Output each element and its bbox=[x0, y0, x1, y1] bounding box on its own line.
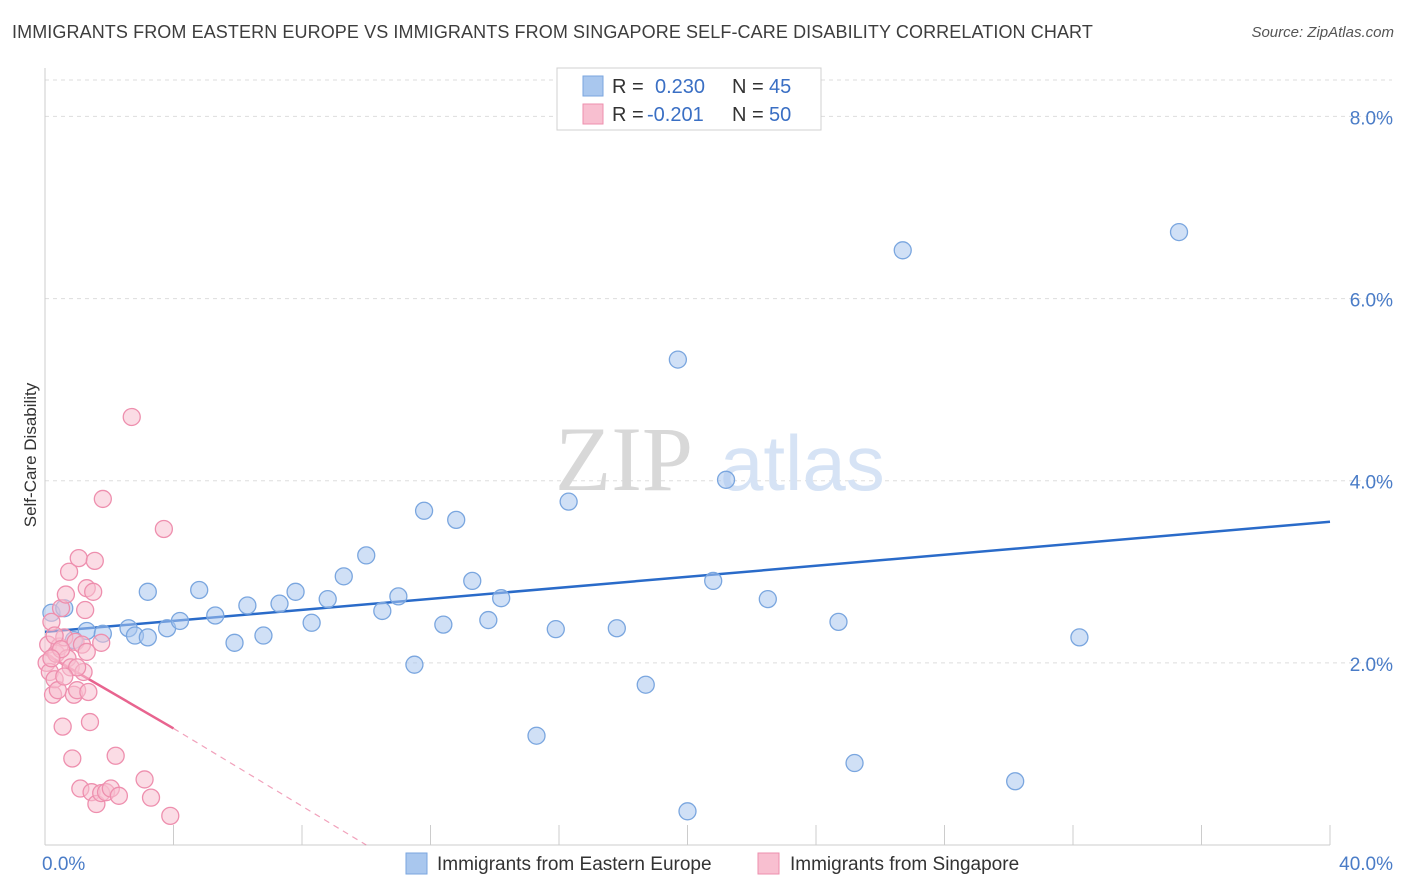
y-axis-label: Self-Care Disability bbox=[21, 382, 40, 527]
point-eastern-europe bbox=[829, 612, 848, 632]
point-eastern-europe bbox=[138, 628, 157, 647]
point-singapore bbox=[42, 649, 61, 668]
x-tick-label: 40.0% bbox=[1339, 854, 1393, 875]
point-eastern-europe bbox=[405, 655, 424, 674]
point-eastern-europe bbox=[434, 615, 453, 634]
y-tick-label: 6.0% bbox=[1350, 291, 1393, 312]
point-eastern-europe bbox=[373, 601, 392, 621]
point-singapore bbox=[59, 562, 79, 581]
legend-r-label: R = bbox=[612, 104, 644, 126]
point-eastern-europe bbox=[479, 610, 498, 630]
point-eastern-europe bbox=[716, 470, 736, 489]
point-singapore bbox=[84, 582, 103, 601]
point-eastern-europe bbox=[357, 546, 376, 565]
point-eastern-europe bbox=[334, 567, 353, 586]
point-singapore bbox=[122, 407, 141, 427]
y-tick-label: 2.0% bbox=[1350, 655, 1393, 676]
point-eastern-europe bbox=[318, 589, 337, 609]
legend-r-value: -0.201 bbox=[647, 104, 704, 126]
y-tick-labels: 2.0% 4.0% 6.0% 8.0% bbox=[1350, 108, 1393, 675]
point-eastern-europe bbox=[1006, 772, 1025, 791]
point-eastern-europe bbox=[206, 606, 225, 625]
point-singapore bbox=[106, 746, 125, 765]
point-eastern-europe bbox=[225, 633, 244, 652]
axes bbox=[44, 68, 1331, 846]
point-singapore bbox=[154, 519, 174, 539]
point-singapore bbox=[79, 682, 98, 702]
point-singapore bbox=[69, 548, 88, 568]
point-eastern-europe bbox=[607, 619, 626, 638]
point-singapore bbox=[135, 770, 154, 789]
source-credit: Source: ZipAtlas.com bbox=[1251, 24, 1394, 41]
point-eastern-europe bbox=[270, 594, 289, 613]
point-singapore bbox=[55, 667, 74, 686]
point-singapore bbox=[92, 633, 111, 652]
point-singapore bbox=[141, 788, 161, 807]
legend-n-label: N = bbox=[732, 76, 764, 98]
point-singapore bbox=[161, 806, 180, 826]
legend-r-label: R = bbox=[612, 76, 644, 98]
x-tick-label: 0.0% bbox=[42, 854, 85, 875]
point-singapore bbox=[63, 749, 82, 768]
legend-swatch-eastern-europe bbox=[582, 75, 604, 97]
point-singapore bbox=[67, 658, 87, 677]
watermark-atlas: atlas bbox=[720, 419, 885, 507]
point-eastern-europe bbox=[190, 580, 209, 600]
point-singapore bbox=[76, 600, 95, 620]
point-eastern-europe bbox=[758, 589, 777, 609]
watermark: ZIP atlas bbox=[555, 408, 885, 510]
trend-lines bbox=[44, 520, 1331, 846]
point-singapore bbox=[85, 551, 104, 571]
point-eastern-europe bbox=[463, 571, 482, 591]
series-legend: Immigrants from Eastern Europe Immigrant… bbox=[405, 852, 1019, 875]
legend: R = 0.230 N = 45 R = -0.201 N = 50 bbox=[556, 67, 822, 131]
point-eastern-europe bbox=[389, 587, 408, 606]
series-label-singapore: Immigrants from Singapore bbox=[790, 854, 1019, 875]
point-eastern-europe bbox=[254, 626, 273, 645]
trend-line-eastern-europe bbox=[44, 520, 1331, 634]
point-singapore bbox=[80, 712, 100, 732]
point-singapore bbox=[77, 642, 96, 662]
point-eastern-europe bbox=[527, 726, 546, 745]
data-points bbox=[37, 222, 1189, 826]
legend-n-value: 50 bbox=[769, 104, 791, 126]
point-eastern-europe bbox=[492, 589, 511, 608]
point-eastern-europe bbox=[636, 675, 655, 694]
watermark-zip: ZIP bbox=[555, 408, 693, 510]
legend-swatch-singapore bbox=[582, 103, 604, 125]
point-singapore bbox=[109, 786, 129, 805]
point-eastern-europe bbox=[238, 596, 257, 615]
trend-line-extension bbox=[173, 727, 367, 846]
point-eastern-europe bbox=[559, 492, 578, 511]
legend-r-value: 0.230 bbox=[655, 76, 705, 98]
x-tick-labels: 0.0% 40.0% bbox=[42, 854, 1393, 875]
point-eastern-europe bbox=[893, 241, 912, 260]
point-eastern-europe bbox=[138, 582, 157, 601]
point-eastern-europe bbox=[1070, 628, 1089, 647]
point-eastern-europe bbox=[546, 620, 565, 639]
series-label-eastern-europe: Immigrants from Eastern Europe bbox=[437, 854, 712, 875]
point-eastern-europe bbox=[414, 501, 434, 520]
series-swatch-singapore bbox=[757, 852, 780, 875]
y-tick-label: 8.0% bbox=[1350, 108, 1393, 129]
point-eastern-europe bbox=[170, 611, 190, 631]
point-eastern-europe bbox=[704, 571, 723, 591]
point-singapore bbox=[53, 717, 72, 736]
point-eastern-europe bbox=[668, 350, 688, 369]
point-eastern-europe bbox=[1169, 222, 1189, 242]
point-eastern-europe bbox=[447, 510, 466, 530]
y-tick-label: 4.0% bbox=[1350, 473, 1393, 494]
legend-n-value: 45 bbox=[769, 76, 791, 98]
point-eastern-europe bbox=[286, 582, 305, 601]
point-singapore bbox=[93, 489, 112, 509]
point-eastern-europe bbox=[678, 802, 697, 821]
series-swatch-eastern-europe bbox=[405, 852, 428, 875]
point-singapore bbox=[56, 585, 76, 604]
point-eastern-europe bbox=[302, 613, 321, 632]
chart-title: IMMIGRANTS FROM EASTERN EUROPE VS IMMIGR… bbox=[12, 22, 1093, 42]
legend-n-label: N = bbox=[732, 104, 764, 126]
point-eastern-europe bbox=[845, 753, 864, 773]
